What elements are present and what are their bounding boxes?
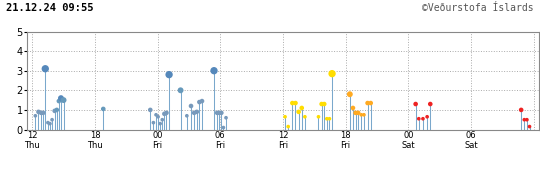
Point bbox=[284, 125, 293, 128]
Point bbox=[34, 110, 43, 113]
Point bbox=[367, 102, 375, 104]
Point bbox=[162, 111, 171, 114]
Point bbox=[354, 111, 362, 114]
Point bbox=[192, 110, 201, 113]
Point bbox=[44, 121, 52, 124]
Point bbox=[154, 115, 163, 118]
Point bbox=[48, 118, 56, 121]
Point bbox=[346, 93, 354, 96]
Point bbox=[318, 103, 326, 105]
Point bbox=[198, 100, 206, 103]
Point bbox=[183, 114, 191, 117]
Point bbox=[146, 108, 154, 111]
Point bbox=[219, 126, 228, 129]
Point bbox=[149, 121, 158, 124]
Point bbox=[222, 116, 231, 119]
Point bbox=[314, 115, 323, 118]
Point bbox=[46, 122, 55, 125]
Point bbox=[156, 122, 165, 125]
Point bbox=[301, 115, 309, 118]
Point bbox=[31, 114, 39, 117]
Point bbox=[520, 118, 529, 121]
Point bbox=[190, 111, 199, 114]
Point bbox=[525, 125, 534, 128]
Point bbox=[37, 111, 45, 114]
Point bbox=[176, 89, 185, 92]
Point bbox=[50, 110, 59, 112]
Point bbox=[99, 107, 107, 110]
Point bbox=[59, 99, 68, 101]
Point bbox=[41, 67, 50, 70]
Point bbox=[160, 112, 168, 115]
Point bbox=[57, 97, 65, 100]
Point bbox=[52, 108, 61, 111]
Point bbox=[423, 115, 431, 118]
Point bbox=[187, 105, 195, 107]
Point bbox=[517, 108, 525, 111]
Point bbox=[55, 100, 63, 103]
Point bbox=[322, 117, 331, 120]
Point bbox=[195, 101, 204, 103]
Text: ©Veðurstofa Íslards: ©Veðurstofa Íslards bbox=[422, 3, 534, 13]
Point bbox=[328, 72, 336, 75]
Point bbox=[426, 103, 435, 105]
Point bbox=[210, 69, 218, 72]
Point bbox=[288, 102, 296, 104]
Point bbox=[281, 115, 289, 118]
Point bbox=[298, 107, 306, 109]
Point bbox=[357, 113, 366, 116]
Point bbox=[320, 103, 328, 105]
Point bbox=[325, 117, 334, 120]
Point bbox=[291, 102, 300, 104]
Point bbox=[363, 102, 372, 104]
Point bbox=[152, 113, 160, 116]
Point bbox=[349, 107, 357, 109]
Point bbox=[215, 111, 224, 114]
Point bbox=[165, 73, 173, 76]
Point bbox=[411, 103, 420, 105]
Point bbox=[415, 117, 423, 120]
Point bbox=[217, 111, 226, 114]
Point bbox=[360, 113, 368, 116]
Point bbox=[351, 111, 360, 114]
Point bbox=[523, 118, 531, 121]
Point bbox=[294, 110, 303, 113]
Point bbox=[158, 118, 167, 121]
Text: 21.12.24 09:55: 21.12.24 09:55 bbox=[6, 3, 94, 13]
Point bbox=[418, 117, 427, 120]
Point bbox=[213, 111, 221, 114]
Point bbox=[39, 111, 48, 114]
